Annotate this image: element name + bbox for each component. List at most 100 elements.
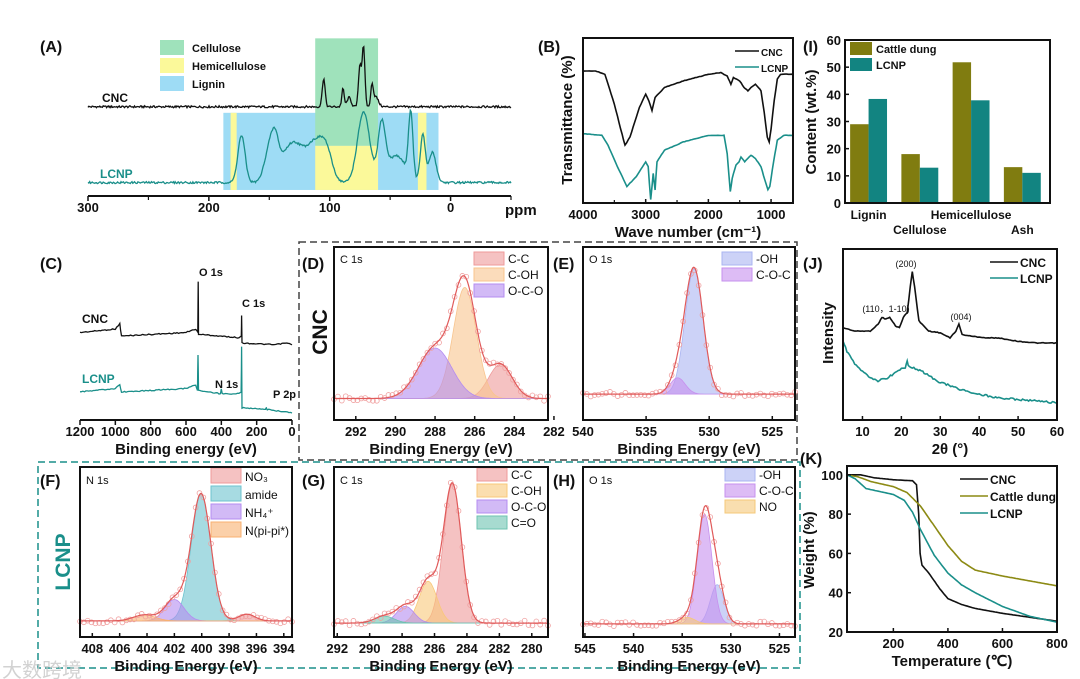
lcnp-group-label: LCNP: [52, 533, 75, 590]
data-point: [595, 622, 602, 628]
data-point: [370, 616, 376, 623]
x-tick-label: 292: [326, 641, 348, 656]
x-tick-label: 540: [572, 424, 594, 439]
watermark: 大数跨境: [2, 659, 82, 679]
legend-label: LCNP: [761, 64, 789, 75]
data-point: [350, 397, 357, 403]
panel-label: (F): [40, 473, 60, 490]
cnc-group-label: CNC: [309, 309, 332, 355]
legend-label: O-C-O: [508, 284, 543, 298]
data-point: [432, 340, 438, 347]
series-line-cnc: [79, 281, 293, 346]
fit-envelope: [334, 275, 548, 400]
data-point: [177, 586, 184, 593]
plot-frame: [582, 246, 796, 421]
legend-label: Cellulose: [192, 43, 241, 55]
data-point: [227, 616, 234, 623]
x-tick-label: 40: [972, 424, 986, 439]
data-point: [354, 620, 361, 627]
x-tick-label: 2000: [694, 207, 723, 222]
series-line-cnc: [582, 70, 794, 147]
x-tick-label: 284: [456, 641, 478, 656]
fit-envelope: [583, 505, 795, 625]
data-point: [622, 619, 629, 625]
data-point: [533, 618, 540, 625]
x-tick-label: 0: [447, 200, 454, 215]
data-point: [784, 392, 791, 398]
panel-label: (H): [553, 473, 575, 490]
plot-frame: [333, 466, 549, 638]
y-tick-label: 0: [834, 196, 841, 211]
x-axis-label: Binding Energy (eV): [617, 441, 760, 458]
panel-c: (C) CNC LCNP O 1s C 1s N 1s P 2p 1200 1000 800 600…: [40, 256, 296, 458]
bar-cattle-dung: [901, 154, 920, 203]
fit-envelope: [334, 482, 548, 624]
legend-swatch: [476, 499, 508, 514]
x-tick-label: 525: [761, 424, 783, 439]
data-point: [638, 392, 644, 398]
data-point: [366, 397, 372, 403]
peak-annotation: N 1s: [215, 379, 238, 391]
legend-label: C-O-C: [759, 484, 794, 498]
plot-frame: [582, 37, 794, 204]
y-tick-label: 20: [827, 142, 841, 157]
lcnp-group-box: [37, 461, 801, 669]
data-point: [726, 392, 733, 399]
legend-swatch: [724, 467, 756, 482]
data-point: [591, 392, 598, 398]
y-tick-label: 60: [827, 33, 841, 48]
x-tick-label: 290: [385, 424, 407, 439]
core-level-label: O 1s: [589, 475, 613, 487]
x-tick-label: 406: [109, 641, 131, 656]
data-point: [634, 622, 640, 628]
x-tick-label: 800: [1046, 636, 1068, 651]
data-point: [397, 389, 403, 396]
panel-label: (I): [803, 39, 818, 56]
panel-label: (J): [803, 256, 823, 273]
legend-label: -OH: [759, 468, 781, 482]
data-point: [780, 622, 787, 629]
x-tick-label: 530: [720, 641, 742, 656]
legend-swatch: [473, 251, 505, 266]
legend-label: -OH: [756, 252, 778, 266]
legend-swatch: [721, 251, 753, 266]
x-axis-label: Binding Energy (eV): [369, 658, 512, 675]
legend-label: NH₄⁺: [245, 506, 274, 520]
data-point: [482, 618, 489, 625]
legend-label: C-O-C: [756, 268, 791, 282]
data-point: [614, 619, 621, 626]
legend-swatch: [160, 58, 184, 73]
legend-swatch: [210, 503, 242, 520]
data-point: [416, 361, 423, 368]
x-tick-label: 402: [164, 641, 186, 656]
data-point: [200, 494, 207, 501]
panel-f: (F) N 1s NO₃ amide NH₄⁺ N(pi-pi*) 408 406 404 402…: [40, 466, 295, 675]
bar-cattle-dung: [952, 62, 972, 203]
data-point: [412, 369, 419, 376]
legend-label: LCNP: [1020, 272, 1053, 286]
data-point: [338, 619, 345, 625]
legend-label: O-C-O: [511, 500, 546, 514]
plot-frame: [333, 246, 549, 421]
y-tick-label: 50: [827, 60, 841, 75]
x-tick-label: 404: [136, 641, 158, 656]
x-tick-label: 545: [574, 641, 596, 656]
data-point: [424, 349, 431, 356]
core-level-label: C 1s: [340, 475, 363, 487]
legend-swatch: [210, 485, 242, 502]
plot-frame: [79, 466, 293, 638]
bar-lcnp: [1022, 172, 1041, 203]
data-point: [753, 622, 760, 629]
x-tick-label: 1000: [757, 207, 786, 222]
peak-annotation: (200): [895, 259, 916, 269]
legend-label: CNC: [990, 473, 1016, 487]
panel-label: (K): [800, 451, 822, 468]
peak-annotation: O 1s: [199, 267, 223, 279]
data-point: [738, 390, 744, 396]
x-tick-label: 286: [424, 641, 446, 656]
fit-envelope: [80, 492, 292, 622]
legend-label: NO₃: [245, 470, 268, 484]
data-point: [281, 619, 288, 625]
series-line-cnc: [847, 474, 1058, 622]
